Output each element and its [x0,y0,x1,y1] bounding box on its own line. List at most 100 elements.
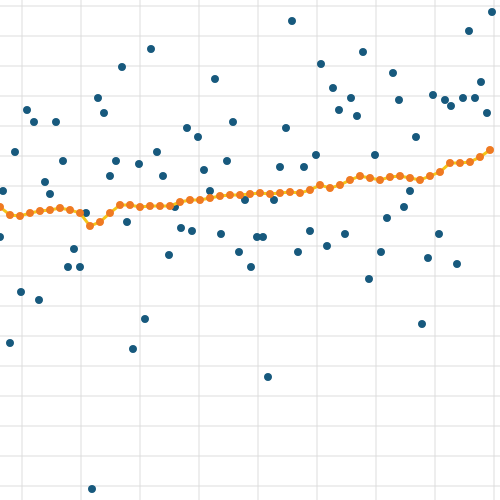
data-point [135,160,143,168]
data-point [459,94,467,102]
data-point [377,248,385,256]
trend-point [456,159,464,167]
trend-point [416,176,424,184]
data-point [188,227,196,235]
trend-point [266,190,274,198]
data-point [359,48,367,56]
trend-point [316,181,324,189]
data-point [100,109,108,117]
trend-point [436,168,444,176]
trend-point [56,204,64,212]
data-point [435,230,443,238]
data-point [483,109,491,117]
trend-point [186,196,194,204]
data-point [341,230,349,238]
data-point [6,339,14,347]
data-point [177,224,185,232]
data-point [41,178,49,186]
trend-point [426,172,434,180]
data-point [35,296,43,304]
trend-point [446,159,454,167]
data-point [229,118,237,126]
data-point [300,163,308,171]
data-point [241,196,249,204]
data-point [217,230,225,238]
data-point [282,124,290,132]
trend-point [176,198,184,206]
trend-point [166,202,174,210]
data-point [183,124,191,132]
data-point [223,157,231,165]
data-point [123,218,131,226]
data-point [0,187,7,195]
data-point [365,275,373,283]
data-point [317,60,325,68]
data-point [488,8,496,16]
trend-point [356,172,364,180]
data-point [46,190,54,198]
trend-point [46,206,54,214]
data-point [276,163,284,171]
data-point [206,187,214,195]
trend-point [26,209,34,217]
trend-point [296,189,304,197]
data-point [194,133,202,141]
trend-point [206,194,214,202]
data-point [294,248,302,256]
trend-point [346,176,354,184]
data-point [441,96,449,104]
trend-point [36,207,44,215]
trend-point [376,176,384,184]
trend-point [16,212,24,220]
data-point [17,288,25,296]
data-point [288,17,296,25]
data-point [0,233,4,241]
trend-line [0,148,491,228]
trend-point [286,188,294,196]
trend-point [226,191,234,199]
data-point [371,151,379,159]
trend-point [486,146,494,154]
data-point [306,227,314,235]
trend-point [326,184,334,192]
trend-point [0,203,4,211]
data-point [211,75,219,83]
trend-point [136,203,144,211]
data-point [395,96,403,104]
data-point [129,345,137,353]
data-point [471,94,479,102]
trend-point [306,186,314,194]
data-point [323,242,331,250]
data-point [64,263,72,271]
data-point [247,263,255,271]
trend-point [276,189,284,197]
data-point [159,172,167,180]
data-point [424,254,432,262]
data-point [477,78,485,86]
data-point [70,245,78,253]
trend-point [466,158,474,166]
data-point [389,69,397,77]
data-point [23,106,31,114]
data-point [11,148,19,156]
trend-point [366,174,374,182]
data-point [453,260,461,268]
data-point [147,45,155,53]
trend-point [406,174,414,182]
data-point [312,151,320,159]
data-point [418,320,426,328]
data-point [118,63,126,71]
trend-point [236,191,244,199]
data-point [259,233,267,241]
data-point [270,196,278,204]
data-point [165,251,173,259]
trend-point [76,209,84,217]
trend-point [106,209,114,217]
data-point [465,27,473,35]
data-point [353,112,361,120]
trend-point [386,173,394,181]
data-point [264,373,272,381]
trend-point [66,206,74,214]
trend-point [6,211,14,219]
